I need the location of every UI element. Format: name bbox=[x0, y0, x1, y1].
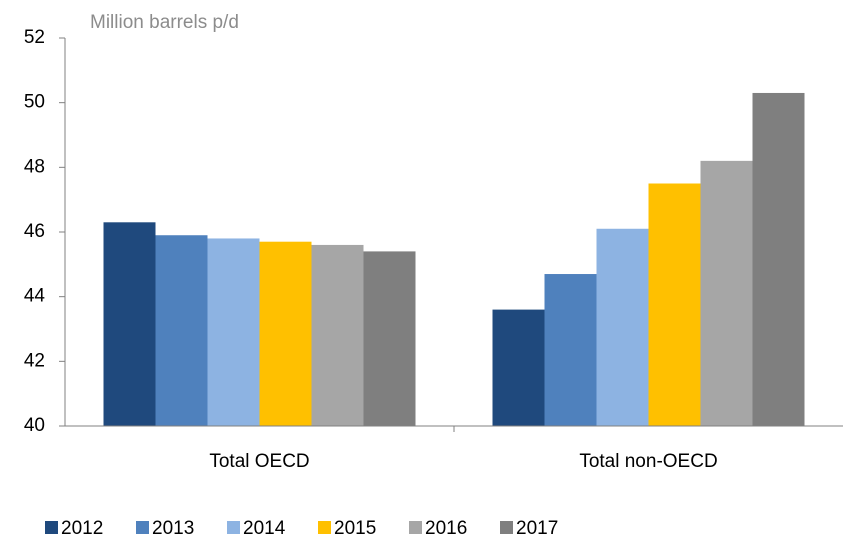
legend-label: 2012 bbox=[61, 518, 103, 539]
legend-label: 2014 bbox=[243, 518, 286, 539]
legend-label: 2015 bbox=[334, 518, 376, 539]
y-tick-label: 42 bbox=[24, 350, 45, 371]
bar bbox=[363, 251, 416, 426]
y-tick-label: 48 bbox=[24, 156, 45, 177]
legend-label: 2017 bbox=[516, 518, 558, 539]
bar bbox=[544, 274, 597, 426]
legend-swatch bbox=[318, 521, 331, 534]
bar bbox=[155, 235, 208, 426]
legend-swatch bbox=[136, 521, 149, 534]
bar bbox=[492, 309, 545, 426]
bar bbox=[103, 222, 156, 426]
bar bbox=[700, 160, 753, 426]
legend-swatch bbox=[227, 521, 240, 534]
legend-label: 2016 bbox=[425, 518, 467, 539]
bar bbox=[648, 183, 701, 426]
bar bbox=[259, 241, 312, 426]
bar bbox=[752, 92, 805, 426]
legend-swatch bbox=[409, 521, 422, 534]
legend-swatch bbox=[45, 521, 58, 534]
y-tick-label: 50 bbox=[24, 92, 45, 113]
bar bbox=[207, 238, 260, 426]
x-tick-label: Total OECD bbox=[209, 451, 309, 472]
legend-swatch bbox=[500, 521, 513, 534]
legend-label: 2013 bbox=[152, 518, 194, 539]
y-axis-label: Million barrels p/d bbox=[90, 12, 239, 33]
y-tick-label: 46 bbox=[24, 221, 45, 242]
y-tick-label: 44 bbox=[24, 286, 46, 307]
y-tick-label: 40 bbox=[24, 415, 45, 436]
bar bbox=[311, 244, 364, 426]
bar bbox=[596, 228, 649, 426]
x-tick-label: Total non-OECD bbox=[579, 451, 717, 472]
y-tick-label: 52 bbox=[24, 27, 45, 48]
